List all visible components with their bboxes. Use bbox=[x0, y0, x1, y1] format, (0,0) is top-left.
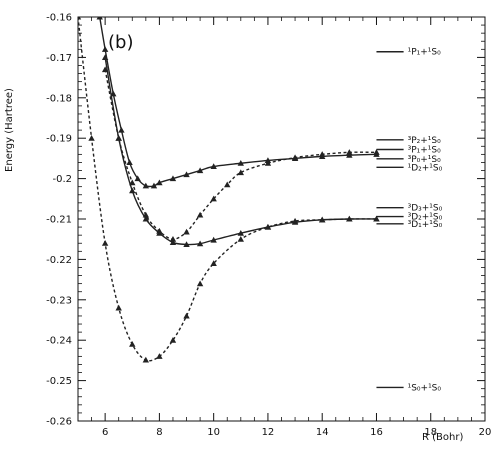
series-3-point bbox=[115, 135, 122, 141]
series-4-point bbox=[142, 356, 150, 363]
x-axis-label: R (Bohr) bbox=[422, 432, 463, 443]
x-tick-label: 8 bbox=[156, 427, 162, 438]
series-3-point bbox=[101, 66, 109, 73]
asymptote-label: ³D₃+¹S₀ bbox=[408, 204, 443, 214]
y-tick-label: -0.19 bbox=[46, 134, 72, 145]
series-4-point bbox=[101, 240, 109, 246]
y-tick-label: -0.24 bbox=[46, 336, 72, 347]
series-3-point bbox=[373, 149, 380, 155]
series-4-point bbox=[237, 236, 244, 242]
series-4-point bbox=[129, 341, 136, 347]
series-3-point bbox=[196, 211, 204, 218]
series-4-point bbox=[264, 223, 272, 230]
asymptote-label: ¹P₁+¹S₀ bbox=[408, 48, 442, 58]
y-tick-label: -0.2 bbox=[52, 174, 72, 185]
series-3-point bbox=[129, 179, 136, 186]
series-1-point bbox=[142, 182, 150, 189]
series-4-point bbox=[115, 304, 122, 311]
series-4-point bbox=[169, 337, 177, 343]
series-line-1 bbox=[99, 17, 377, 188]
x-tick-label: 18 bbox=[424, 427, 437, 438]
y-tick-label: -0.18 bbox=[46, 93, 72, 104]
asymptote-label: ³P₂+¹S₀ bbox=[408, 136, 442, 146]
asymptote-label: ¹S₀+¹S₀ bbox=[408, 383, 442, 393]
series-2-point bbox=[169, 239, 177, 245]
series-3-point bbox=[319, 151, 326, 157]
series-3-point bbox=[224, 181, 231, 188]
series-1-point bbox=[134, 175, 141, 182]
series-2-point bbox=[129, 187, 136, 194]
y-tick-label: -0.21 bbox=[46, 215, 72, 226]
series-3-point bbox=[237, 169, 244, 176]
series-3-point bbox=[142, 211, 150, 218]
series-2-point bbox=[210, 236, 217, 243]
series-2-point bbox=[237, 229, 244, 236]
y-tick-label: -0.22 bbox=[46, 255, 72, 266]
series-2-point bbox=[142, 215, 150, 222]
series-3-point bbox=[169, 236, 177, 242]
series-3-point bbox=[291, 154, 299, 161]
series-1-point bbox=[156, 179, 163, 186]
x-tick-label: 20 bbox=[479, 427, 492, 438]
series-1-point bbox=[150, 182, 158, 189]
series-1-point bbox=[169, 175, 177, 182]
asymptote-label: ¹D₂+¹S₀ bbox=[408, 163, 443, 173]
series-4-point bbox=[210, 260, 217, 266]
series-2-point bbox=[101, 54, 109, 60]
chart-axes: 6 8 10 12 14 16 18 20 -0.16 -0.17 -0.18 -0.19 -0.2 -0… bbox=[46, 13, 491, 439]
asymptote-label: ³D₁+¹S₀ bbox=[408, 220, 443, 230]
series-1-point bbox=[96, 17, 103, 20]
series-4-point bbox=[88, 135, 95, 141]
series-1-point bbox=[126, 159, 133, 165]
series-4-point bbox=[183, 312, 190, 319]
panel-label: (b) bbox=[108, 32, 133, 53]
series-1-point bbox=[196, 167, 204, 174]
series-line-4 bbox=[78, 17, 377, 362]
y-axis-label: Energy (Hartree) bbox=[4, 88, 15, 172]
y-tick-label: -0.16 bbox=[46, 13, 72, 24]
asymptote-label: ³D₂+¹S₀ bbox=[408, 213, 443, 223]
series-1-point bbox=[237, 160, 244, 166]
series-3-point bbox=[264, 160, 272, 166]
asymptote-label: ³P₁+¹S₀ bbox=[408, 146, 442, 156]
x-tick-label: 6 bbox=[102, 427, 108, 438]
y-tick-label: -0.23 bbox=[46, 295, 72, 306]
x-tick-label: 16 bbox=[370, 427, 383, 438]
x-tick-label: 10 bbox=[207, 427, 220, 438]
series-4-point bbox=[319, 216, 326, 223]
series-3-point bbox=[210, 195, 217, 202]
series-1-point bbox=[118, 126, 125, 133]
y-tick-label: -0.17 bbox=[46, 53, 72, 64]
series-3-point bbox=[183, 228, 190, 235]
series-4-point bbox=[196, 280, 204, 287]
y-tick-label: -0.25 bbox=[46, 376, 72, 387]
x-tick-label: 12 bbox=[262, 427, 275, 438]
series-2-point bbox=[196, 240, 204, 247]
series-1-point bbox=[183, 171, 190, 178]
series-1-point bbox=[101, 46, 109, 52]
series-3-point bbox=[346, 149, 353, 155]
asymptote-label: ³P₀+¹S₀ bbox=[408, 155, 442, 165]
series-1-point bbox=[210, 163, 217, 170]
series-3-point bbox=[156, 227, 163, 234]
series-4-point bbox=[346, 215, 353, 222]
y-tick-label: -0.26 bbox=[46, 417, 72, 428]
series-4-point bbox=[291, 217, 299, 224]
series-layer bbox=[78, 17, 380, 363]
x-tick-label: 14 bbox=[316, 427, 329, 438]
series-4-point bbox=[156, 353, 163, 359]
series-4-point bbox=[373, 215, 380, 222]
series-2-point bbox=[183, 241, 190, 248]
series-line-3 bbox=[104, 69, 377, 240]
series-4-point bbox=[78, 17, 82, 20]
